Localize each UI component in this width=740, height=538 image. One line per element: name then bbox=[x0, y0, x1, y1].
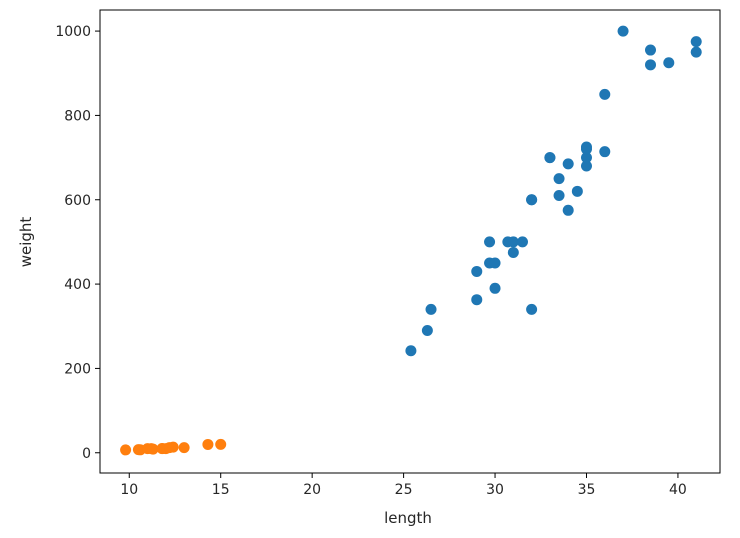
series-2-point-13 bbox=[202, 438, 214, 450]
x-tick-label: 30 bbox=[486, 482, 504, 498]
series-1-point-24 bbox=[580, 160, 592, 172]
y-axis-ticks: 0 200 400 600 800 1000 bbox=[55, 24, 100, 462]
series-2-point-11 bbox=[167, 441, 179, 453]
series-1-point-1 bbox=[405, 345, 417, 357]
x-tick-label: 35 bbox=[578, 482, 596, 498]
series-1-point-4 bbox=[471, 294, 483, 306]
x-axis-label: length bbox=[384, 509, 432, 527]
series-1-point-2 bbox=[421, 324, 433, 336]
series-1-point-13 bbox=[516, 236, 528, 248]
x-tick-label: 10 bbox=[120, 482, 138, 498]
series-2-point-1 bbox=[120, 444, 132, 456]
series-1-point-11 bbox=[507, 246, 519, 258]
series-1-point-3 bbox=[425, 303, 437, 315]
series-1-point-29 bbox=[599, 88, 611, 100]
series-1-point-20 bbox=[553, 173, 565, 185]
series-1-point-14 bbox=[526, 303, 538, 315]
x-tick-label: 40 bbox=[669, 482, 687, 498]
series-1-point-8 bbox=[489, 282, 501, 294]
series-1-point-23 bbox=[571, 185, 583, 197]
series-1-point-19 bbox=[553, 190, 565, 202]
series-1-point-28 bbox=[599, 146, 611, 158]
y-tick-label: 600 bbox=[64, 193, 91, 209]
series-1-point-31 bbox=[645, 59, 656, 71]
series-1-point-16 bbox=[526, 194, 538, 206]
series-2-point-6 bbox=[147, 443, 159, 455]
x-tick-label: 20 bbox=[303, 482, 321, 498]
series-1-point-7 bbox=[484, 236, 496, 248]
series-2-point-14 bbox=[215, 438, 227, 450]
series-1-point-9 bbox=[489, 257, 501, 269]
series-1-point-35 bbox=[690, 46, 702, 58]
y-tick-label: 1000 bbox=[55, 24, 91, 40]
x-axis-ticks: 10 15 20 25 30 35 40 bbox=[120, 473, 687, 498]
series-1-point-21 bbox=[562, 204, 574, 216]
series-1-point-5 bbox=[471, 265, 483, 277]
series-1-point-27 bbox=[580, 143, 592, 155]
points-layer bbox=[120, 25, 702, 456]
series-1-point-18 bbox=[544, 152, 556, 164]
series-1-point-12 bbox=[507, 236, 519, 248]
series-1-point-22 bbox=[562, 158, 574, 170]
series-1-point-32 bbox=[645, 44, 656, 56]
series-1-point-33 bbox=[663, 57, 675, 69]
x-tick-label: 15 bbox=[212, 482, 230, 498]
x-tick-label: 25 bbox=[395, 482, 413, 498]
series-2-point-12 bbox=[178, 442, 190, 454]
series-1-point-25 bbox=[580, 152, 592, 164]
plot-frame bbox=[99, 9, 721, 474]
y-tick-label: 800 bbox=[64, 108, 91, 124]
y-axis-label: weight bbox=[17, 217, 35, 268]
y-tick-label: 400 bbox=[64, 277, 91, 293]
series-1-point-34 bbox=[690, 36, 702, 48]
y-tick-label: 200 bbox=[64, 361, 91, 377]
series-1-point-30 bbox=[617, 25, 629, 37]
y-tick-label: 0 bbox=[82, 446, 91, 462]
